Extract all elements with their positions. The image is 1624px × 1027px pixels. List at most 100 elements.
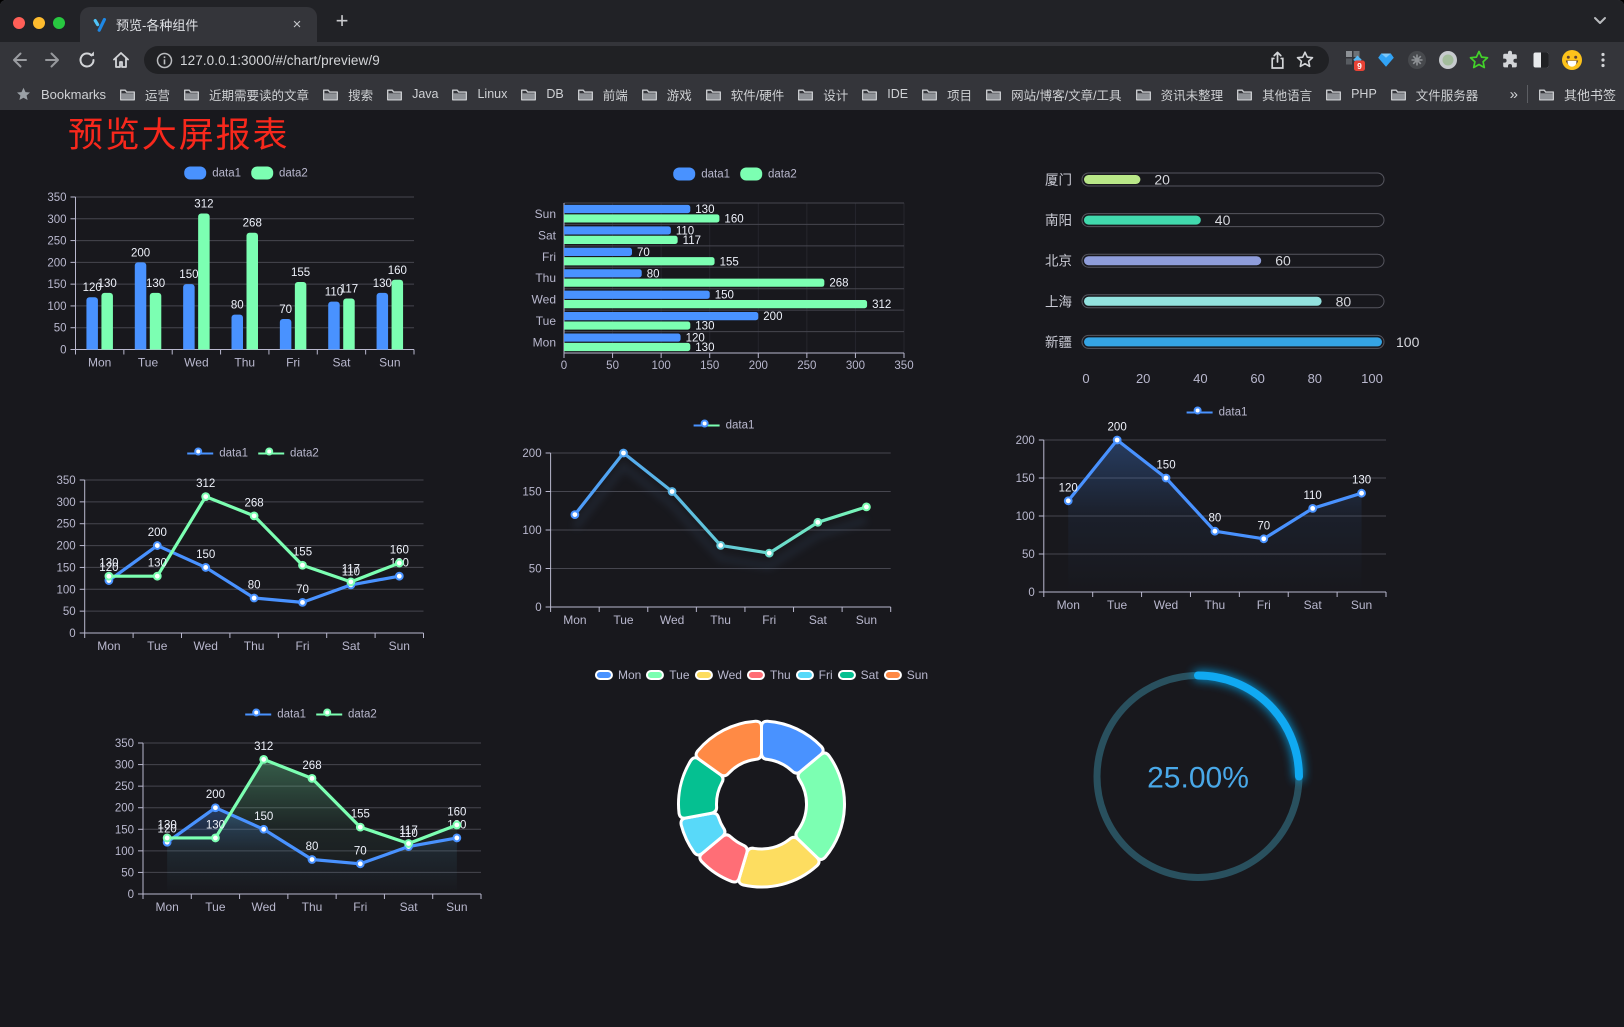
bookmark-folder[interactable]: 搜索 [322,85,373,104]
extension-green-star-button[interactable] [1463,45,1494,75]
legend-label: Tue [669,668,690,682]
bar [231,314,243,350]
legend-item[interactable]: data1 [245,708,306,721]
x-axis-category-label: Sat [342,639,361,653]
browser-tab[interactable]: 预览-各种组件 × [80,7,317,42]
legend-marker [187,447,214,460]
legend-item[interactable]: data1 [1186,406,1247,419]
legend-item[interactable]: Thu [746,668,791,682]
bookmark-folder[interactable]: 游戏 [641,85,692,104]
url-text[interactable]: 127.0.0.1:3000/#/chart/preview/9 [180,52,380,68]
new-tab-button[interactable]: + [335,8,349,33]
x-axis-category-label: Sun [1351,598,1372,612]
legend-item[interactable]: data2 [740,167,797,181]
share-button[interactable] [1263,51,1291,70]
legend-item[interactable]: Sun [883,668,928,682]
bookmark-folder[interactable]: 软件/硬件 [705,85,784,104]
bookmark-folder[interactable]: 资讯未整理 [1135,85,1223,104]
reload-button[interactable] [72,45,102,75]
bookmark-folder[interactable]: 文件服务器 [1390,85,1478,104]
bookmarks-overflow-chevron[interactable]: » [1509,85,1518,103]
other-bookmarks-button[interactable]: 其他书签 [1538,85,1616,104]
extension-gem-button[interactable] [1370,45,1401,75]
chart-axes: 0 50 100 150 200 250 300 350 Mon Tue Wed Thu Fri Sat S… [47,192,415,370]
value-label: 110 [342,566,360,578]
legend-item[interactable]: Sat [837,668,879,682]
extension-avatar-circle-button[interactable] [1432,45,1463,75]
bookmark-folder[interactable]: 运营 [119,85,170,104]
bookmark-folder[interactable]: 设计 [797,85,848,104]
browser-menu-button[interactable] [1587,45,1618,75]
tab-close-icon[interactable]: × [292,15,302,33]
legend-item[interactable]: data2 [316,708,377,721]
data-point-marker [813,517,823,527]
chart-progress-gauge[interactable]: 25.00% [1040,650,1360,910]
data-point-marker [667,487,677,496]
pill-category-label: 厦门 [1045,173,1072,188]
chart-progress-pills[interactable]: 厦门 20 南阳 40 北京 60 上海 80 新疆 100 0 20 40 60 80 100 [1020,150,1460,400]
y-axis-tick-label: 250 [115,781,134,793]
contrast-square-icon [1533,52,1548,68]
value-label: 80 [647,268,660,280]
legend-item[interactable]: Fri [795,668,833,682]
data-point-marker [619,448,628,458]
legend-item[interactable]: Tue [646,668,690,682]
folder-icon [387,89,403,100]
bookmark-folder[interactable]: 网站/博客/文章/工具 [985,85,1122,104]
bookmark-folder[interactable]: PHP [1325,87,1377,102]
minimize-window-button[interactable] [33,16,45,29]
bookmarks-root-button[interactable]: Bookmarks [15,86,106,103]
profile-avatar-button[interactable] [1556,45,1587,75]
bookmark-star-button[interactable] [1291,50,1319,70]
legend-item[interactable]: data1 [187,447,248,460]
chart-gradient-line[interactable]: 0 50 100 150 200 Mon Tue Wed Thu Fri Sat Sun data1 [520,405,960,635]
site-info-icon[interactable] [156,52,173,69]
chart-donut-pie[interactable]: Mon Tue Wed Thu Fri Sat Sun [540,650,985,905]
chart-two-lines[interactable]: 0 50 100 150 200 250 300 350 Mon Tue Wed Thu Fri Sat S… [30,430,470,665]
extension-dark-circle-button[interactable] [1401,45,1432,75]
x-axis-category-label: Mon [1057,598,1080,612]
bookmark-folder[interactable]: 其他语言 [1236,85,1312,104]
x-axis-category-label: Mon [88,356,111,370]
bookmark-folder[interactable]: 近期需要读的文章 [183,85,309,104]
back-button[interactable] [4,45,34,75]
value-label: 312 [254,741,273,753]
legend-item[interactable]: data2 [258,447,319,460]
pill-track [1081,294,1385,309]
chart-canvas: 0 50 100 150 200 250 300 350 Mon Tue Wed Thu Fri Sat S… [532,202,914,372]
extension-blocks-button[interactable]: 9 [1339,45,1370,75]
extension-contrast-button[interactable] [1525,45,1556,75]
data-point-marker [298,560,307,570]
legend-item[interactable]: data2 [251,166,308,180]
value-label: 268 [243,218,262,230]
chart-single-area-line[interactable]: 0 50 100 150 200 Mon Tue Wed Thu Fri Sat Sun 120 200 1… [1010,392,1450,622]
chart-two-area-lines[interactable]: 0 50 100 150 200 250 300 350 Mon Tue Wed Thu Fri Sat S… [90,690,530,930]
legend-item[interactable]: data1 [184,166,241,180]
legend-item[interactable]: Mon [594,668,641,682]
address-bar[interactable]: 127.0.0.1:3000/#/chart/preview/9 [144,46,1329,74]
close-window-button[interactable] [13,16,25,29]
bookmarks-separator [1526,85,1528,103]
data-point-marker [404,839,413,848]
legend-marker [740,167,762,181]
legend-item[interactable]: Wed [694,668,742,682]
bookmark-folder[interactable]: Java [386,87,438,102]
bookmark-folder-label: Linux [477,87,508,101]
bookmark-folder-label: 前端 [602,88,628,103]
legend-item[interactable]: data1 [693,419,754,432]
home-button[interactable] [106,45,136,75]
zoom-window-button[interactable] [53,16,65,29]
legend-item[interactable]: data1 [673,167,730,181]
bookmark-folder[interactable]: IDE [861,87,908,102]
forward-button[interactable] [38,45,68,75]
legend-label: Thu [769,668,791,682]
bookmark-folder[interactable]: DB [520,87,564,102]
tab-search-chevron-icon[interactable] [1586,8,1614,32]
y-axis-tick-label: 0 [1028,587,1034,599]
extensions-puzzle-button[interactable] [1494,45,1525,75]
chart-grouped-bar[interactable]: 0 50 100 150 200 250 300 350 Mon Tue Wed Thu Fri Sat S… [30,150,470,385]
bookmark-folder[interactable]: Linux [451,87,507,102]
bookmark-folder[interactable]: 项目 [921,85,972,104]
bookmark-folder[interactable]: 前端 [577,85,628,104]
chart-horizontal-bar[interactable]: 0 50 100 150 200 250 300 350 Mon Tue Wed Thu Fri Sat S… [520,150,960,390]
